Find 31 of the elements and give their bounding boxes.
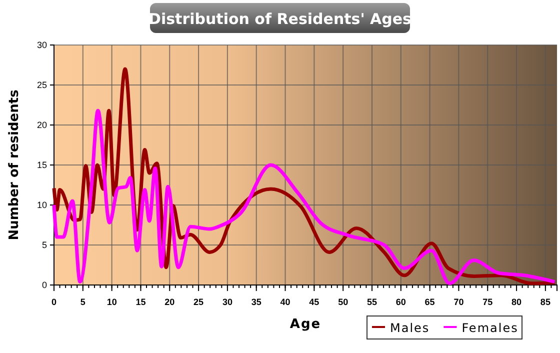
- x-tick-label: 5: [80, 296, 86, 307]
- y-tick-label: 25: [36, 80, 47, 90]
- x-tick-label: 70: [454, 296, 464, 307]
- chart-title: Distribution of Residents' Ages: [148, 10, 412, 28]
- x-tick-label: 25: [194, 296, 204, 307]
- x-axis-title: Age: [290, 317, 322, 332]
- line-series: [52, 108, 556, 286]
- y-tick-label: 10: [36, 200, 47, 210]
- x-tick-label: 50: [338, 296, 348, 307]
- x-tick-label: 45: [309, 296, 320, 307]
- x-tick-label: 20: [164, 296, 175, 307]
- y-tick-label: 0: [42, 280, 47, 290]
- x-tick-label: 60: [396, 296, 406, 307]
- x-tick-label: 15: [136, 296, 146, 307]
- x-tick-label: 55: [366, 296, 377, 307]
- x-tick-label: 0: [51, 296, 57, 307]
- y-tick-label: 20: [36, 120, 47, 130]
- x-tick-label: 35: [251, 296, 262, 307]
- legend-label: Males: [390, 321, 430, 335]
- x-tick-label: 30: [222, 296, 232, 307]
- y-axis-title: Number of residents: [7, 89, 22, 240]
- x-tick-label: 40: [280, 296, 290, 307]
- legend-label: Females: [462, 321, 518, 335]
- x-tick-label: 75: [482, 296, 493, 307]
- x-tick-label: 10: [106, 296, 117, 307]
- x-tick-label: 85: [540, 296, 550, 307]
- y-tick-label: 15: [36, 160, 47, 170]
- x-tick-label: 80: [512, 296, 522, 307]
- y-tick-label: 30: [36, 40, 47, 50]
- y-tick-label: 5: [42, 240, 47, 250]
- x-tick-label: 65: [424, 296, 435, 307]
